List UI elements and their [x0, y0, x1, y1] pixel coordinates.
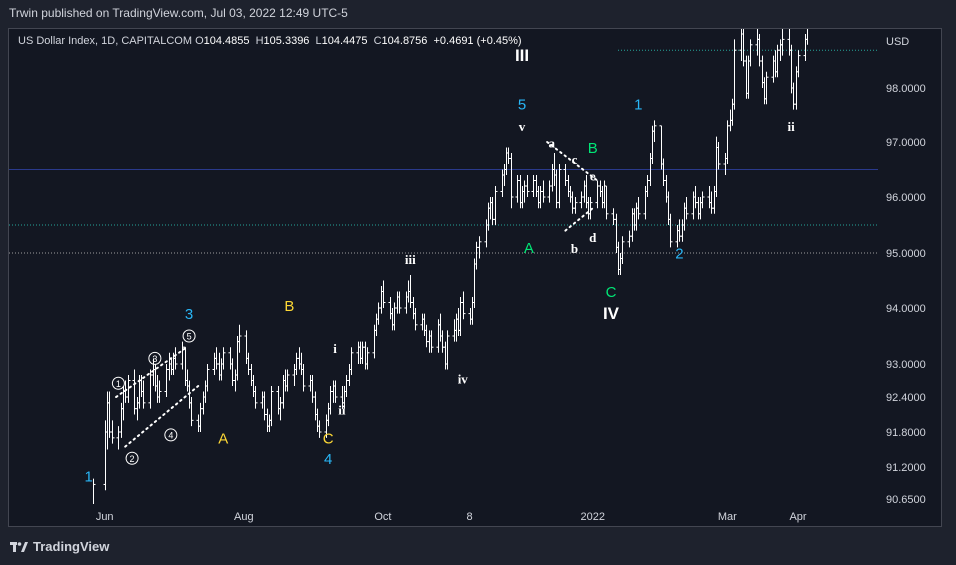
price-tick-label: 97.0000 — [886, 137, 926, 149]
change-value: +0.4691 (+0.45%) — [433, 35, 522, 47]
open-value: 104.4855 — [203, 35, 250, 47]
price-tick-label: 91.2000 — [886, 462, 926, 474]
wave-label: B — [284, 298, 294, 315]
symbol-legend[interactable]: US Dollar Index, 1D, CAPITALCOM O104.485… — [18, 35, 522, 47]
time-tick-label: Apr — [789, 511, 806, 523]
price-tick-label: 90.6500 — [886, 494, 926, 506]
wave-label: v — [519, 119, 526, 134]
time-tick-label: Aug — [234, 511, 254, 523]
wave-label: iv — [458, 371, 469, 386]
price-tick-label: 91.8000 — [886, 427, 926, 439]
wave-label: 1 — [85, 469, 93, 486]
price-tick-label: 96.0000 — [886, 192, 926, 204]
time-tick-label: 2022 — [581, 511, 605, 523]
circled-wave-marker — [125, 451, 139, 465]
time-tick-label: Oct — [374, 511, 391, 523]
wave-label: C — [606, 284, 617, 301]
wave-label: A — [218, 431, 228, 448]
footer: TradingView — [0, 532, 956, 565]
wave-label: IV — [603, 304, 620, 323]
circled-wave-label: 5 — [187, 332, 192, 342]
price-tick-label: 92.4000 — [886, 392, 926, 404]
high-value: 105.3396 — [263, 35, 310, 47]
tradingview-logo-icon — [10, 541, 28, 552]
wave-label: B — [588, 140, 598, 157]
publisher-line: Trwin published on TradingView.com, Jul … — [9, 6, 348, 20]
wave-label: ii — [338, 403, 346, 418]
wave-label: 3 — [185, 306, 193, 323]
wave-label: 1 — [634, 97, 642, 114]
price-tick-label: 94.0000 — [886, 303, 926, 315]
wave-label: d — [589, 230, 597, 245]
open-label: O — [195, 35, 204, 47]
circled-wave-label: 1 — [116, 379, 121, 389]
close-value: 104.8756 — [381, 35, 428, 47]
circled-wave-label: 4 — [168, 430, 173, 440]
time-tick-label: Jun — [96, 511, 114, 523]
tradingview-logo[interactable]: TradingView — [10, 539, 109, 554]
channel-line — [564, 207, 594, 232]
channel-line — [546, 141, 599, 182]
wave-label: iii — [405, 252, 416, 267]
high-label: H — [255, 35, 264, 47]
wave-label: b — [571, 241, 578, 256]
wave-label: III — [515, 46, 529, 65]
wave-label: 4 — [324, 451, 332, 468]
price-tick-label: 95.0000 — [886, 248, 926, 260]
wave-label: e — [590, 169, 596, 184]
wave-label: A — [524, 240, 534, 257]
channel-line — [115, 346, 188, 398]
wave-label: a — [548, 136, 555, 151]
brand-name: TradingView — [33, 539, 110, 554]
time-tick-label: 8 — [467, 511, 473, 523]
circled-wave-marker — [111, 376, 125, 390]
circled-wave-label: 3 — [152, 354, 157, 364]
wave-label: C — [323, 431, 334, 448]
circled-wave-marker — [182, 329, 196, 343]
channel-line — [124, 385, 200, 448]
price-tick-label: 98.0000 — [886, 83, 926, 95]
close-label: C — [373, 35, 382, 47]
wave-label: ii — [788, 119, 796, 134]
wave-label: 2 — [675, 246, 683, 263]
currency-label: USD — [886, 36, 909, 48]
low-label: L — [315, 35, 322, 47]
wave-label: c — [572, 152, 578, 167]
circled-wave-label: 2 — [130, 454, 135, 464]
circled-wave-marker — [164, 428, 178, 442]
wave-label: i — [333, 341, 337, 356]
time-tick-label: Mar — [718, 511, 737, 523]
price-tick-label: 93.0000 — [886, 359, 926, 371]
circled-wave-marker — [148, 351, 162, 365]
publish-header: Trwin published on TradingView.com, Jul … — [0, 0, 956, 28]
symbol-name: US Dollar Index, 1D, CAPITALCOM — [18, 35, 193, 47]
wave-label: 5 — [518, 97, 526, 114]
low-value: 104.4475 — [321, 35, 368, 47]
